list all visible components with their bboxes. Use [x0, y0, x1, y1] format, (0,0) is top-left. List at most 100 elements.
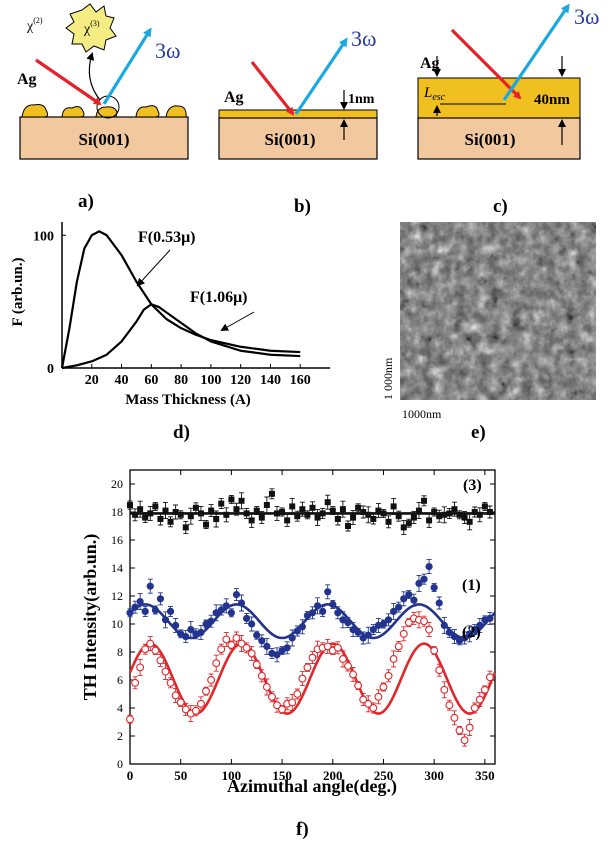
panel-label-a: a) [78, 191, 94, 212]
chart-f-point-series-2 [298, 674, 307, 683]
chart-f-point-series-0 [380, 510, 387, 517]
harmonic-a-label: 3ω [155, 38, 180, 63]
chart-f-point-series-0 [263, 502, 270, 508]
schematic-c: Si(001) Ag Lesc 40nm 3ω [417, 3, 599, 160]
chart-f-point-series-1 [141, 607, 149, 616]
chart-f-point-series-1 [486, 614, 494, 623]
emission-arrow [86, 52, 101, 101]
chart-f-point-series-0 [456, 511, 463, 518]
chart-f-point-series-0 [289, 503, 296, 510]
chart-f-point-series-0 [213, 516, 220, 522]
chart-f-point-series-1 [430, 584, 438, 592]
chart-d-x-tick-label: 80 [174, 373, 188, 388]
chart-f-point-series-2 [333, 643, 342, 652]
chart-d-y-tick-label: 0 [47, 362, 54, 377]
afm-width-label: 1000nm [402, 407, 442, 421]
chart-f-point-series-1 [253, 631, 261, 639]
chart-f-point-series-1 [319, 607, 327, 616]
substrate-c-label: Si(001) [465, 130, 516, 149]
chart-f-point-series-0 [426, 517, 433, 524]
chart-f-point-series-0 [203, 521, 210, 528]
chart-f-point-series-2 [374, 692, 383, 701]
chart-f-x-tick-label: 250 [374, 768, 394, 783]
chart-f-point-series-2 [212, 659, 221, 668]
chart-f-point-series-0 [132, 511, 139, 518]
chart-f-point-series-1 [369, 626, 377, 634]
chart-d-series-1-line [61, 303, 301, 370]
chart-f-point-series-2 [126, 715, 134, 724]
chart-f-point-series-1 [400, 595, 408, 603]
chart-f-point-series-0 [223, 511, 230, 518]
chart-f-point-series-0 [137, 506, 144, 513]
chart-d-x-tick-label: 160 [290, 373, 311, 388]
chart-f-point-series-0 [400, 524, 407, 531]
chart-f-point-series-2 [232, 634, 241, 642]
chart-f-point-series-1 [263, 642, 271, 651]
chart-f-point-series-0 [243, 510, 250, 517]
chart-f-point-series-2 [485, 673, 494, 682]
chart-f-point-series-1 [242, 614, 251, 623]
chart-f-point-series-2 [141, 645, 150, 654]
chart-f-point-series-0 [324, 499, 331, 506]
chi3-label: χ(3) [83, 19, 100, 37]
chart-f-point-series-0 [344, 523, 351, 529]
chart-f-point-series-1 [166, 607, 175, 616]
chart-f-xlabel: Azimuthal angle(deg.) [227, 776, 397, 797]
chart-f-y-tick-label: 16 [111, 533, 123, 547]
chart-f-point-series-2 [222, 635, 231, 644]
chart-f-point-series-0 [451, 506, 458, 513]
chart-f-point-series-0 [486, 509, 493, 515]
chart-f-point-series-1 [364, 631, 372, 639]
chart-f-x-tick-label: 200 [323, 768, 343, 783]
chart-f-point-series-1 [379, 620, 388, 628]
chart-f-point-series-0 [192, 504, 199, 511]
chart-f-y-tick-label: 8 [117, 645, 123, 659]
chart-f-point-series-0 [294, 513, 301, 520]
chart-f-y-tick-label: 18 [111, 505, 123, 519]
metal-b-label: Ag [224, 89, 244, 106]
chart-f-point-series-1 [197, 628, 205, 637]
chart-f-point-series-2 [344, 662, 352, 670]
afm-texture [400, 222, 596, 400]
chart-f-point-series-0 [385, 518, 392, 525]
chart-f-point-series-2 [369, 704, 378, 712]
chart-f-point-series-1 [156, 595, 165, 603]
chart-f-point-series-2 [359, 695, 368, 704]
chart-d-x-tick-label: 40 [115, 373, 129, 388]
chart-f-point-series-2 [354, 681, 363, 690]
chart-f-series-label-3: (3) [463, 477, 482, 494]
chart-f-point-series-0 [350, 514, 357, 521]
chart-f-point-series-2 [166, 678, 175, 687]
chart-f-point-series-1 [182, 633, 190, 641]
chart-f-point-series-1 [283, 644, 291, 652]
chart-f-point-series-0 [304, 511, 311, 518]
chart-f-point-series-2 [308, 653, 317, 662]
chart-f-point-series-0 [431, 509, 438, 515]
chart-f-point-series-0 [365, 511, 372, 518]
schematic-b: Si(001) Ag 1nm 3ω [218, 26, 378, 160]
harmonic-b-label: 3ω [351, 26, 376, 51]
chart-f-point-series-2 [136, 663, 145, 672]
chart-f-point-series-1 [425, 563, 433, 571]
chart-f-point-series-0 [421, 497, 428, 504]
chart-f-point-series-2 [252, 660, 261, 669]
chart-d-series-0-line [60, 230, 301, 369]
thickness-b-label: 1nm [348, 92, 375, 107]
substrate-b [218, 117, 378, 160]
chart-f-point-series-2 [394, 642, 403, 651]
chart-f-point-series-2 [475, 695, 484, 704]
chart-f-point-series-0 [127, 502, 133, 508]
outgoing-beam-c [502, 3, 570, 101]
chart-f-point-series-0 [466, 518, 473, 525]
schematic-a: Si(001) χ(3) χ(2) Ag 3ω [17, 3, 189, 160]
chart-f-point-series-1 [237, 599, 246, 607]
chart-f-point-series-2 [267, 692, 276, 701]
panel-label-d: d) [173, 422, 190, 443]
chart-f-point-series-0 [167, 518, 174, 525]
chart-f-point-series-2 [460, 736, 469, 745]
chart-f-point-series-0 [218, 500, 225, 507]
chart-f-point-series-1 [273, 651, 281, 659]
chart-f-point-series-0 [390, 503, 397, 510]
chart-f-point-series-1 [126, 609, 134, 617]
chart-f-point-series-2 [156, 656, 165, 665]
